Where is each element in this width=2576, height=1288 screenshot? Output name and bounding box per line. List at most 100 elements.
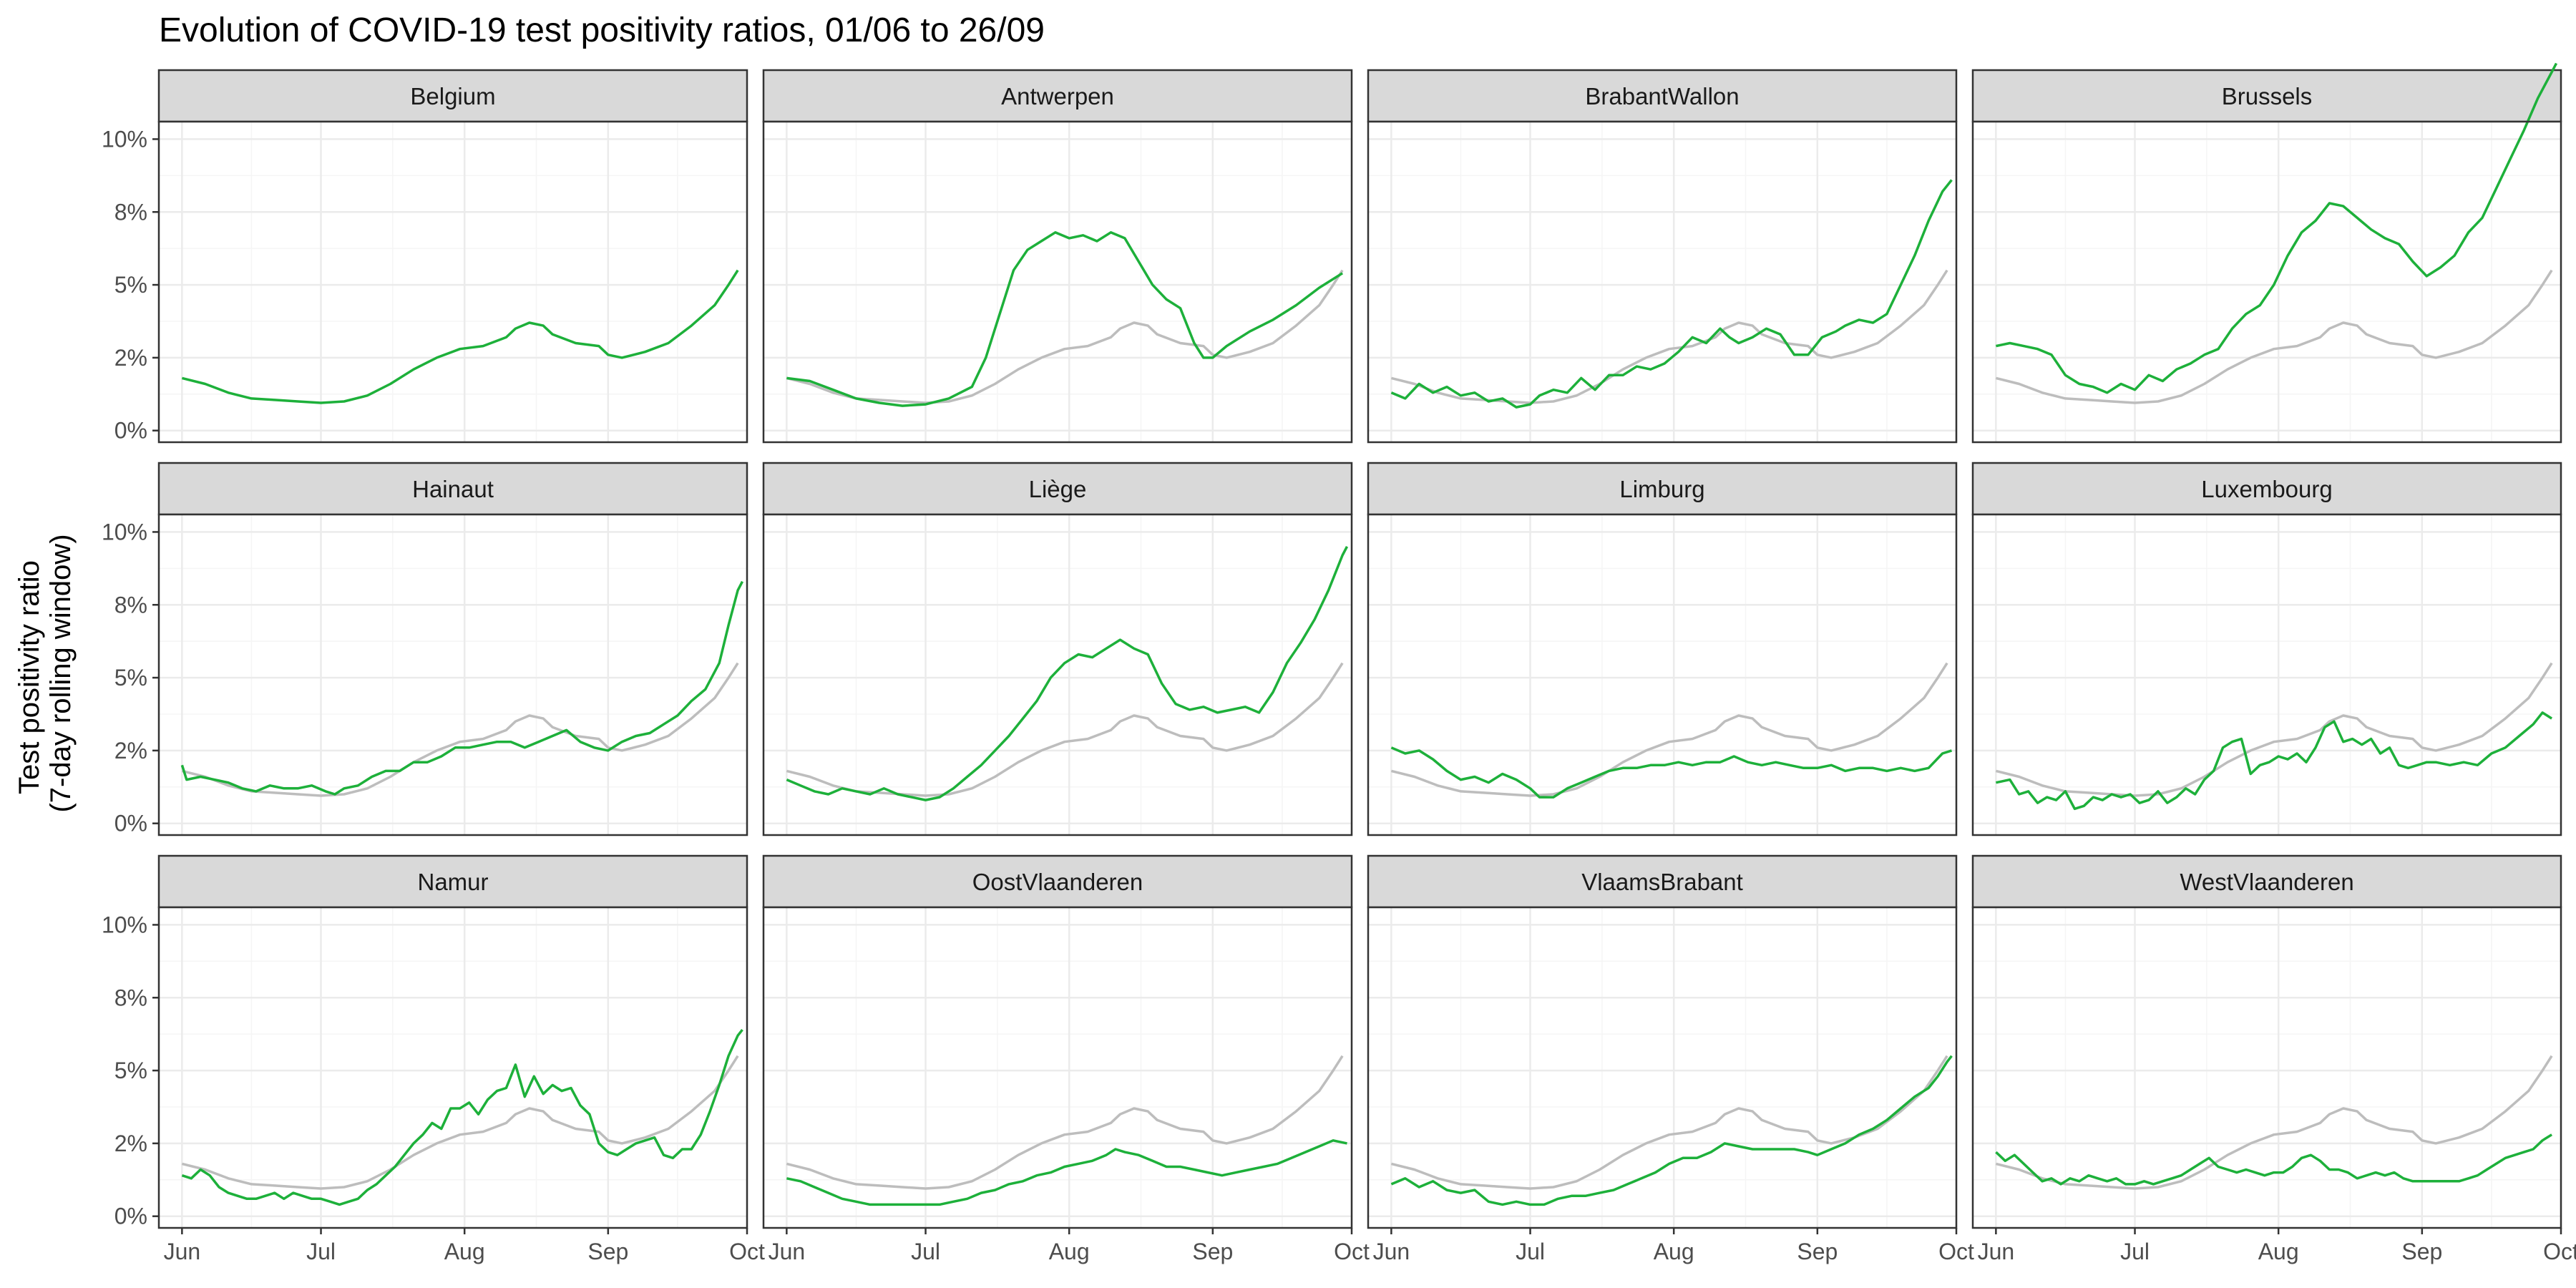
- x-tick-label: Oct: [2543, 1239, 2576, 1264]
- x-tick-label: Jul: [1516, 1239, 1545, 1264]
- panel-border: [1971, 120, 2562, 444]
- x-tick-label: Sep: [587, 1239, 628, 1264]
- panel-border: [157, 513, 748, 836]
- y-tick-label: 8%: [114, 592, 147, 618]
- panel-border: [157, 120, 748, 444]
- y-axis-label-line-2: (7-day rolling window): [45, 534, 77, 812]
- facet-strip-label: Luxembourg: [2201, 476, 2332, 502]
- facet-panel-vlaamsbrabant: VlaamsBrabant Jun Jul Aug Sep Oct: [1367, 854, 1974, 1264]
- y-axis-label-line-1: Test positivity ratio: [14, 560, 45, 794]
- series-line-luxembourg: [1996, 711, 2553, 811]
- y-tick-label: 2%: [114, 738, 147, 763]
- facet-strip: [1971, 854, 2562, 909]
- panel-border: [1367, 513, 1958, 836]
- facet-strip: [157, 69, 748, 123]
- facet-strip-label: Belgium: [410, 83, 495, 109]
- series-line-hainaut: [180, 580, 744, 796]
- panel-border: [157, 906, 748, 1229]
- facet-strip: [157, 462, 748, 516]
- reference-series-line: [181, 662, 739, 797]
- x-tick-label: Jun: [1978, 1239, 2015, 1264]
- y-tick-label: 0%: [114, 811, 147, 836]
- series-line-westvlaanderen: [1995, 1133, 2553, 1186]
- facet-strip-label: Limburg: [1619, 476, 1704, 502]
- y-tick-label: 10%: [102, 519, 147, 545]
- y-tick-label: 8%: [114, 199, 147, 225]
- x-tick-label: Aug: [2258, 1239, 2299, 1264]
- facet-strip: [1367, 854, 1958, 909]
- y-tick-label: 8%: [114, 985, 147, 1010]
- series-line-brussels: [1996, 62, 2558, 394]
- x-tick-label: Jun: [1373, 1239, 1410, 1264]
- facet-strip-label: OostVlaanderen: [972, 869, 1143, 895]
- x-tick-label: Jul: [2120, 1239, 2150, 1264]
- reference-series-line: [1390, 662, 1948, 797]
- facet-panel-luxembourg: Luxembourg: [1971, 462, 2562, 836]
- facet-strip: [1971, 69, 2562, 123]
- y-tick-label: 0%: [114, 1204, 147, 1229]
- facet-panel-limburg: Limburg: [1367, 462, 1958, 836]
- x-tick-label: Sep: [1797, 1239, 1838, 1264]
- panel-border: [1367, 906, 1958, 1229]
- facet-strip-label: Brussels: [2222, 83, 2313, 109]
- x-tick-label: Oct: [729, 1239, 765, 1264]
- series-line-liège: [786, 545, 1349, 801]
- facet-panel-antwerpen: Antwerpen: [762, 69, 1353, 444]
- y-tick-label: 0%: [114, 418, 147, 444]
- series-line-antwerpen: [786, 231, 1344, 407]
- facet-panel-westvlaanderen: WestVlaanderen Jun Jul Aug Sep Oct: [1971, 854, 2576, 1264]
- facet-strip: [762, 854, 1353, 909]
- facet-strip-label: BrabantWallon: [1585, 83, 1739, 109]
- reference-series-line: [181, 1055, 739, 1190]
- facet-panel-brussels: Brussels: [1971, 62, 2562, 444]
- x-tick-label: Jul: [306, 1239, 336, 1264]
- facet-panel-namur: Namur 0% 2% 5% 8% 10% Jun Jul Aug Sep Oct: [102, 854, 765, 1264]
- facet-strip-label: VlaamsBrabant: [1581, 869, 1743, 895]
- x-tick-label: Aug: [1654, 1239, 1694, 1264]
- chart-title: Evolution of COVID-19 test positivity ra…: [159, 11, 1045, 49]
- series-line-oostvlaanderen: [786, 1139, 1347, 1206]
- facet-strip-label: Hainaut: [412, 476, 494, 502]
- facet-panel-brabantwallon: BrabantWallon: [1367, 69, 1958, 444]
- y-tick-label: 5%: [114, 665, 147, 691]
- facet-panel-oostvlaanderen: OostVlaanderen Jun Jul Aug Sep Oct: [762, 854, 1370, 1264]
- panel-border: [1971, 906, 2562, 1229]
- x-tick-label: Sep: [2401, 1239, 2442, 1264]
- y-tick-label: 2%: [114, 1131, 147, 1156]
- reference-series-line: [1995, 662, 2553, 797]
- series-line-belgium: [181, 269, 739, 404]
- facet-strip-label: Antwerpen: [1001, 83, 1114, 109]
- facet-strip: [157, 854, 748, 909]
- panel-border: [762, 513, 1353, 836]
- x-tick-label: Aug: [1049, 1239, 1090, 1264]
- x-tick-label: Jun: [164, 1239, 201, 1264]
- series-line-namur: [181, 1029, 743, 1206]
- y-tick-label: 10%: [102, 126, 147, 152]
- x-tick-label: Jul: [911, 1239, 940, 1264]
- reference-series-line: [1995, 269, 2553, 404]
- facet-panel-belgium: Belgium 0% 2% 5% 8% 10%: [102, 69, 748, 444]
- x-tick-label: Sep: [1192, 1239, 1233, 1264]
- panel-border: [762, 906, 1353, 1229]
- y-tick-label: 2%: [114, 345, 147, 371]
- series-line-vlaamsbrabant: [1390, 1055, 1953, 1206]
- reference-series-line: [786, 1055, 1344, 1190]
- facet-strip-label: Namur: [417, 869, 488, 895]
- y-tick-label: 10%: [102, 912, 147, 937]
- facet-strip: [1971, 462, 2562, 516]
- series-line-limburg: [1390, 746, 1953, 799]
- facet-strip: [762, 462, 1353, 516]
- x-tick-label: Oct: [1334, 1239, 1370, 1264]
- panel-border: [1367, 120, 1958, 444]
- panel-border: [1971, 513, 2562, 836]
- facet-strip-label: Liège: [1029, 476, 1087, 502]
- panel-border: [762, 120, 1353, 444]
- x-tick-label: Aug: [444, 1239, 485, 1264]
- series-line-brabantwallon: [1390, 179, 1953, 409]
- reference-series-line: [1390, 269, 1948, 404]
- reference-series-line: [786, 269, 1344, 404]
- facet-panel-hainaut: Hainaut 0% 2% 5% 8% 10%: [102, 462, 748, 836]
- y-tick-label: 5%: [114, 1058, 147, 1083]
- facet-strip: [762, 69, 1353, 123]
